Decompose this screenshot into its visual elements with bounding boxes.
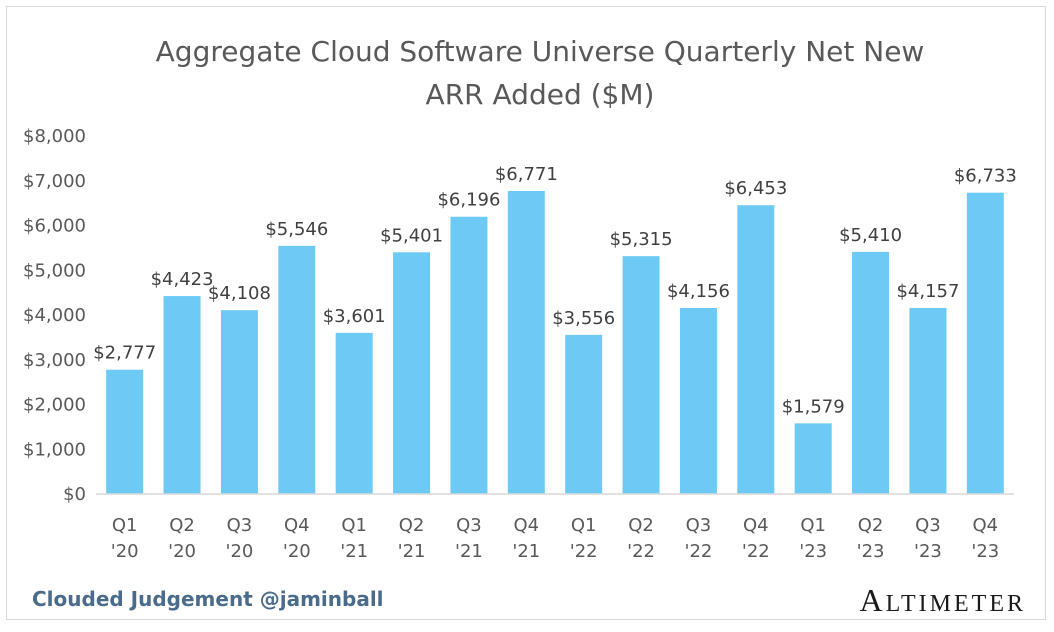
logo-initial: A xyxy=(859,582,886,618)
bar xyxy=(852,251,890,494)
altimeter-logo: ALTIMETER xyxy=(859,582,1026,619)
x-tick-label: '20 xyxy=(111,541,139,562)
x-tick-label: Q4 xyxy=(514,515,540,536)
footer-credit: Clouded Judgement @jaminball xyxy=(32,587,384,611)
y-tick-label: $0 xyxy=(63,484,86,505)
x-tick-label: '21 xyxy=(512,541,540,562)
data-label: $5,315 xyxy=(610,229,673,250)
bar xyxy=(163,296,201,494)
data-label: $1,579 xyxy=(782,396,845,417)
x-tick-label: '22 xyxy=(685,541,713,562)
chart-title-line-1: Aggregate Cloud Software Universe Quarte… xyxy=(155,35,925,68)
data-label: $4,108 xyxy=(208,283,271,304)
bar xyxy=(966,192,1004,495)
logo-rest: LTIMETER xyxy=(885,591,1026,617)
bar xyxy=(106,369,144,494)
x-tick-label: Q1 xyxy=(571,515,597,536)
bar xyxy=(507,190,545,495)
y-tick-label: $2,000 xyxy=(23,395,86,416)
x-tick-label: '21 xyxy=(455,541,483,562)
data-label: $5,410 xyxy=(839,225,902,246)
chart-title-line-2: ARR Added ($M) xyxy=(425,78,655,111)
data-label: $6,196 xyxy=(437,190,500,211)
x-tick-label: '20 xyxy=(226,541,254,562)
bar xyxy=(794,423,832,494)
data-label: $6,453 xyxy=(724,178,787,199)
x-tick-label: '23 xyxy=(799,541,827,562)
x-tick-label: Q4 xyxy=(743,515,769,536)
x-tick-label: '23 xyxy=(971,541,999,562)
x-tick-label: '21 xyxy=(398,541,426,562)
y-tick-label: $6,000 xyxy=(23,216,86,237)
x-tick-label: '22 xyxy=(570,541,598,562)
data-label: $3,556 xyxy=(552,308,615,329)
y-tick-label: $7,000 xyxy=(23,171,86,192)
data-label: $5,401 xyxy=(380,225,443,246)
data-label: $6,733 xyxy=(954,166,1017,187)
x-tick-label: '20 xyxy=(168,541,196,562)
x-tick-label: Q4 xyxy=(973,515,999,536)
y-tick-label: $4,000 xyxy=(23,305,86,326)
y-tick-label: $5,000 xyxy=(23,260,86,281)
y-tick-label: $8,000 xyxy=(23,126,86,147)
x-tick-label: Q1 xyxy=(800,515,826,536)
x-tick-label: Q1 xyxy=(112,515,138,536)
data-label: $2,777 xyxy=(93,343,156,364)
bar xyxy=(450,216,488,494)
x-tick-label: Q1 xyxy=(341,515,367,536)
x-tick-label: Q2 xyxy=(628,515,654,536)
data-label: $5,546 xyxy=(265,219,328,240)
x-tick-label: '23 xyxy=(857,541,885,562)
y-tick-label: $1,000 xyxy=(23,439,86,460)
x-tick-label: Q3 xyxy=(686,515,712,536)
bar xyxy=(909,307,947,494)
bar xyxy=(622,256,660,494)
x-tick-label: Q2 xyxy=(399,515,425,536)
bar xyxy=(335,332,373,494)
x-tick-label: Q3 xyxy=(456,515,482,536)
bar xyxy=(393,252,431,494)
x-tick-label: '23 xyxy=(914,541,942,562)
x-tick-label: '20 xyxy=(283,541,311,562)
x-tick-label: Q3 xyxy=(915,515,941,536)
bar xyxy=(278,245,316,494)
bar xyxy=(679,308,717,494)
data-label: $4,156 xyxy=(667,281,730,302)
x-tick-label: '22 xyxy=(742,541,770,562)
bar xyxy=(737,205,775,494)
x-tick-label: '22 xyxy=(627,541,655,562)
x-tick-label: Q2 xyxy=(169,515,195,536)
chart-title: Aggregate Cloud Software Universe Quarte… xyxy=(40,30,1040,116)
data-label: $4,423 xyxy=(151,269,214,290)
x-tick-label: Q3 xyxy=(227,515,253,536)
x-tick-label: Q2 xyxy=(858,515,884,536)
data-label: $6,771 xyxy=(495,164,558,185)
bar xyxy=(220,310,258,494)
x-tick-label: Q4 xyxy=(284,515,310,536)
y-tick-label: $3,000 xyxy=(23,350,86,371)
x-tick-label: '21 xyxy=(340,541,368,562)
bar xyxy=(565,334,603,494)
data-label: $4,157 xyxy=(896,281,959,302)
data-label: $3,601 xyxy=(323,306,386,327)
